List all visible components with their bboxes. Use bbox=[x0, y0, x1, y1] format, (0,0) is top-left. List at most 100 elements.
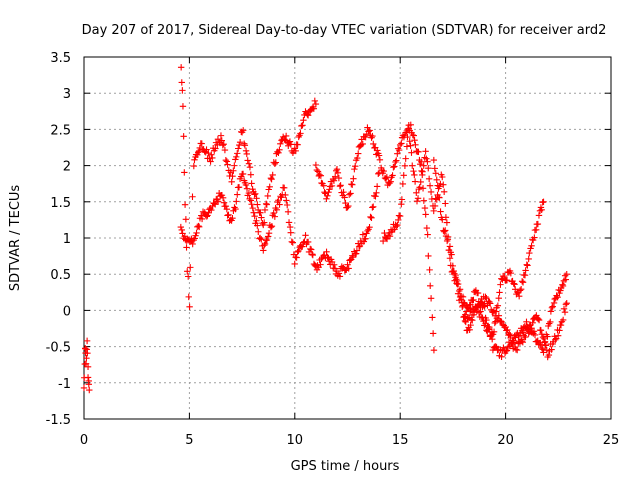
data-point bbox=[253, 217, 260, 224]
axis-ticks: 0 5 10 15 20 25 -1.5 -1 -0.5 0 0.5 1 1.5 2 2.5 3 3.5 bbox=[46, 51, 620, 448]
data-point bbox=[391, 163, 398, 170]
series-track3 bbox=[312, 121, 438, 354]
data-point bbox=[498, 318, 505, 326]
data-point bbox=[418, 158, 425, 165]
data-point bbox=[198, 215, 206, 223]
data-point bbox=[431, 202, 439, 210]
data-point bbox=[502, 347, 510, 355]
data-point bbox=[482, 320, 489, 327]
data-point bbox=[535, 315, 542, 323]
data-point bbox=[426, 266, 433, 274]
data-point bbox=[235, 145, 242, 152]
data-point bbox=[536, 207, 544, 214]
data-point bbox=[195, 147, 203, 155]
data-point bbox=[448, 251, 455, 258]
data-point bbox=[359, 140, 366, 148]
data-point bbox=[324, 192, 331, 199]
data-point bbox=[503, 347, 511, 354]
data-point bbox=[393, 157, 400, 164]
data-point bbox=[554, 293, 561, 301]
y-axis-label: SDTVAR / TECUs bbox=[8, 185, 23, 292]
data-point bbox=[510, 280, 517, 287]
data-point bbox=[544, 333, 551, 340]
data-point bbox=[523, 261, 530, 268]
data-point bbox=[375, 170, 382, 177]
data-point bbox=[311, 97, 319, 105]
data-point bbox=[254, 201, 261, 208]
data-point bbox=[271, 213, 279, 220]
data-point bbox=[83, 337, 91, 345]
data-point bbox=[331, 173, 339, 180]
data-point bbox=[525, 330, 532, 337]
data-point bbox=[538, 331, 546, 338]
y-tick-label: -1.5 bbox=[46, 413, 71, 428]
data-point bbox=[291, 260, 298, 268]
data-point bbox=[370, 140, 377, 148]
data-point bbox=[518, 278, 526, 285]
data-point bbox=[501, 272, 508, 280]
data-point bbox=[263, 236, 271, 244]
data-point bbox=[547, 318, 554, 326]
data-point bbox=[540, 349, 547, 356]
data-point bbox=[443, 237, 451, 245]
data-point bbox=[426, 182, 434, 189]
data-point bbox=[368, 214, 375, 222]
data-point bbox=[420, 197, 428, 204]
data-point bbox=[487, 300, 494, 307]
data-point bbox=[470, 296, 477, 304]
data-point bbox=[436, 194, 443, 201]
data-point bbox=[344, 261, 351, 268]
data-point bbox=[195, 222, 202, 230]
data-point bbox=[439, 173, 446, 181]
data-point bbox=[256, 234, 264, 242]
data-point bbox=[487, 332, 495, 340]
data-point bbox=[219, 141, 226, 149]
data-point bbox=[312, 161, 320, 169]
data-point bbox=[224, 161, 231, 168]
data-point bbox=[191, 235, 198, 242]
data-point bbox=[373, 183, 381, 190]
data-point bbox=[261, 242, 268, 249]
data-point bbox=[228, 178, 235, 186]
data-point bbox=[333, 166, 341, 173]
data-point bbox=[248, 180, 255, 187]
data-point bbox=[299, 122, 306, 129]
data-point bbox=[507, 332, 514, 339]
data-point bbox=[543, 346, 550, 354]
data-point bbox=[417, 178, 424, 186]
data-point bbox=[554, 332, 562, 339]
data-point bbox=[374, 147, 381, 154]
data-point bbox=[223, 206, 231, 213]
data-point bbox=[230, 167, 237, 174]
data-point bbox=[264, 192, 271, 200]
data-point bbox=[251, 191, 258, 198]
data-point bbox=[284, 208, 292, 216]
data-point bbox=[425, 252, 432, 260]
data-point bbox=[196, 223, 203, 231]
data-point bbox=[459, 293, 467, 301]
data-point bbox=[219, 194, 227, 201]
data-point bbox=[483, 316, 490, 324]
data-point bbox=[531, 234, 538, 241]
data-point bbox=[229, 215, 236, 222]
data-point bbox=[245, 160, 253, 167]
data-point bbox=[287, 229, 294, 236]
data-point bbox=[495, 294, 502, 302]
data-point bbox=[83, 354, 90, 362]
data-point bbox=[180, 133, 187, 140]
data-point bbox=[402, 155, 409, 162]
data-point bbox=[355, 243, 363, 250]
data-point bbox=[184, 268, 191, 275]
data-point bbox=[538, 206, 545, 214]
data-point bbox=[507, 340, 515, 348]
data-point bbox=[522, 333, 529, 341]
data-point bbox=[430, 207, 437, 215]
data-point bbox=[559, 281, 566, 288]
data-point bbox=[185, 293, 192, 301]
data-point bbox=[328, 182, 336, 190]
data-point bbox=[244, 157, 251, 164]
data-point bbox=[497, 281, 504, 288]
data-point bbox=[205, 209, 212, 216]
data-point bbox=[563, 299, 570, 307]
data-point bbox=[181, 201, 189, 208]
